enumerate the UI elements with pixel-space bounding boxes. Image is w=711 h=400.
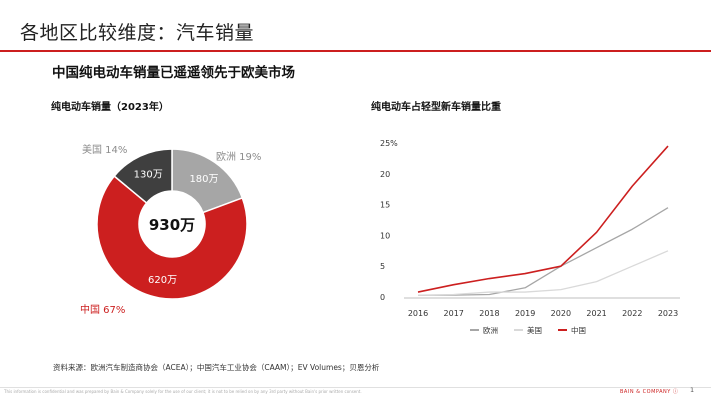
x-tick-label-2: 2018 <box>479 309 499 318</box>
legend-label-0: 欧洲 <box>483 325 498 335</box>
donut-value-label-0: 180万 <box>189 174 218 185</box>
headline: 中国纯电动车销量已遥遥领先于欧美市场 <box>52 65 295 81</box>
source-note: 资料来源：欧洲汽车制造商协会（ACEA）；中国汽车工业协会（CAAM）；EV V… <box>53 363 380 372</box>
donut-outer-label-0: 欧洲 19% <box>216 151 261 163</box>
donut-value-label-2: 130万 <box>134 169 163 180</box>
y-tick-label-3: 15 <box>380 201 390 210</box>
donut-outer-label-1: 中国 67% <box>80 303 125 316</box>
donut-center-total: 930万 <box>149 216 195 234</box>
y-tick-label-1: 5 <box>380 262 385 271</box>
donut-value-label-1: 620万 <box>148 275 177 286</box>
line-chart: 0 5 10 15 20 25% 2016 2017 2018 2019 2020 2021 2022 2… <box>380 139 680 335</box>
donut-slice-1 <box>96 175 248 300</box>
footer-divider <box>0 387 711 388</box>
title-divider <box>0 50 711 52</box>
y-tick-label-5: 25% <box>380 139 398 148</box>
donut-slice-2 <box>113 148 173 204</box>
donut-chart-title: 纯电动车销量（2023年） <box>51 102 169 113</box>
legend-label-1: 美国 <box>527 325 542 335</box>
x-tick-label-5: 2021 <box>586 309 606 318</box>
footer-brand-logo: BAIN & COMPANY ⓘ <box>620 389 679 395</box>
series-line-2 <box>417 145 669 293</box>
x-tick-label-3: 2019 <box>515 309 535 318</box>
x-tick-label-6: 2022 <box>622 309 642 318</box>
line-chart-title: 纯电动车占轻型新车销量比重 <box>371 102 501 113</box>
series-line-1 <box>417 250 669 296</box>
x-tick-label-1: 2017 <box>444 309 464 318</box>
y-tick-label-4: 20 <box>380 170 390 179</box>
x-tick-label-7: 2023 <box>658 309 678 318</box>
legend-label-2: 中国 <box>571 325 586 335</box>
page-number: 1 <box>690 386 695 394</box>
footer-disclaimer: This information is confidential and was… <box>4 389 362 394</box>
page-title: 各地区比较维度：汽车销量 <box>20 22 255 44</box>
y-tick-label-0: 0 <box>380 293 385 302</box>
donut-chart: 180万 620万 130万 欧洲 19% 中国 67% 美国 14% 930万 <box>80 143 261 316</box>
x-tick-label-0: 2016 <box>408 309 428 318</box>
x-tick-label-4: 2020 <box>551 309 571 318</box>
series-line-0 <box>418 207 669 296</box>
y-tick-label-2: 10 <box>380 231 390 240</box>
donut-outer-label-2: 美国 14% <box>82 143 127 156</box>
